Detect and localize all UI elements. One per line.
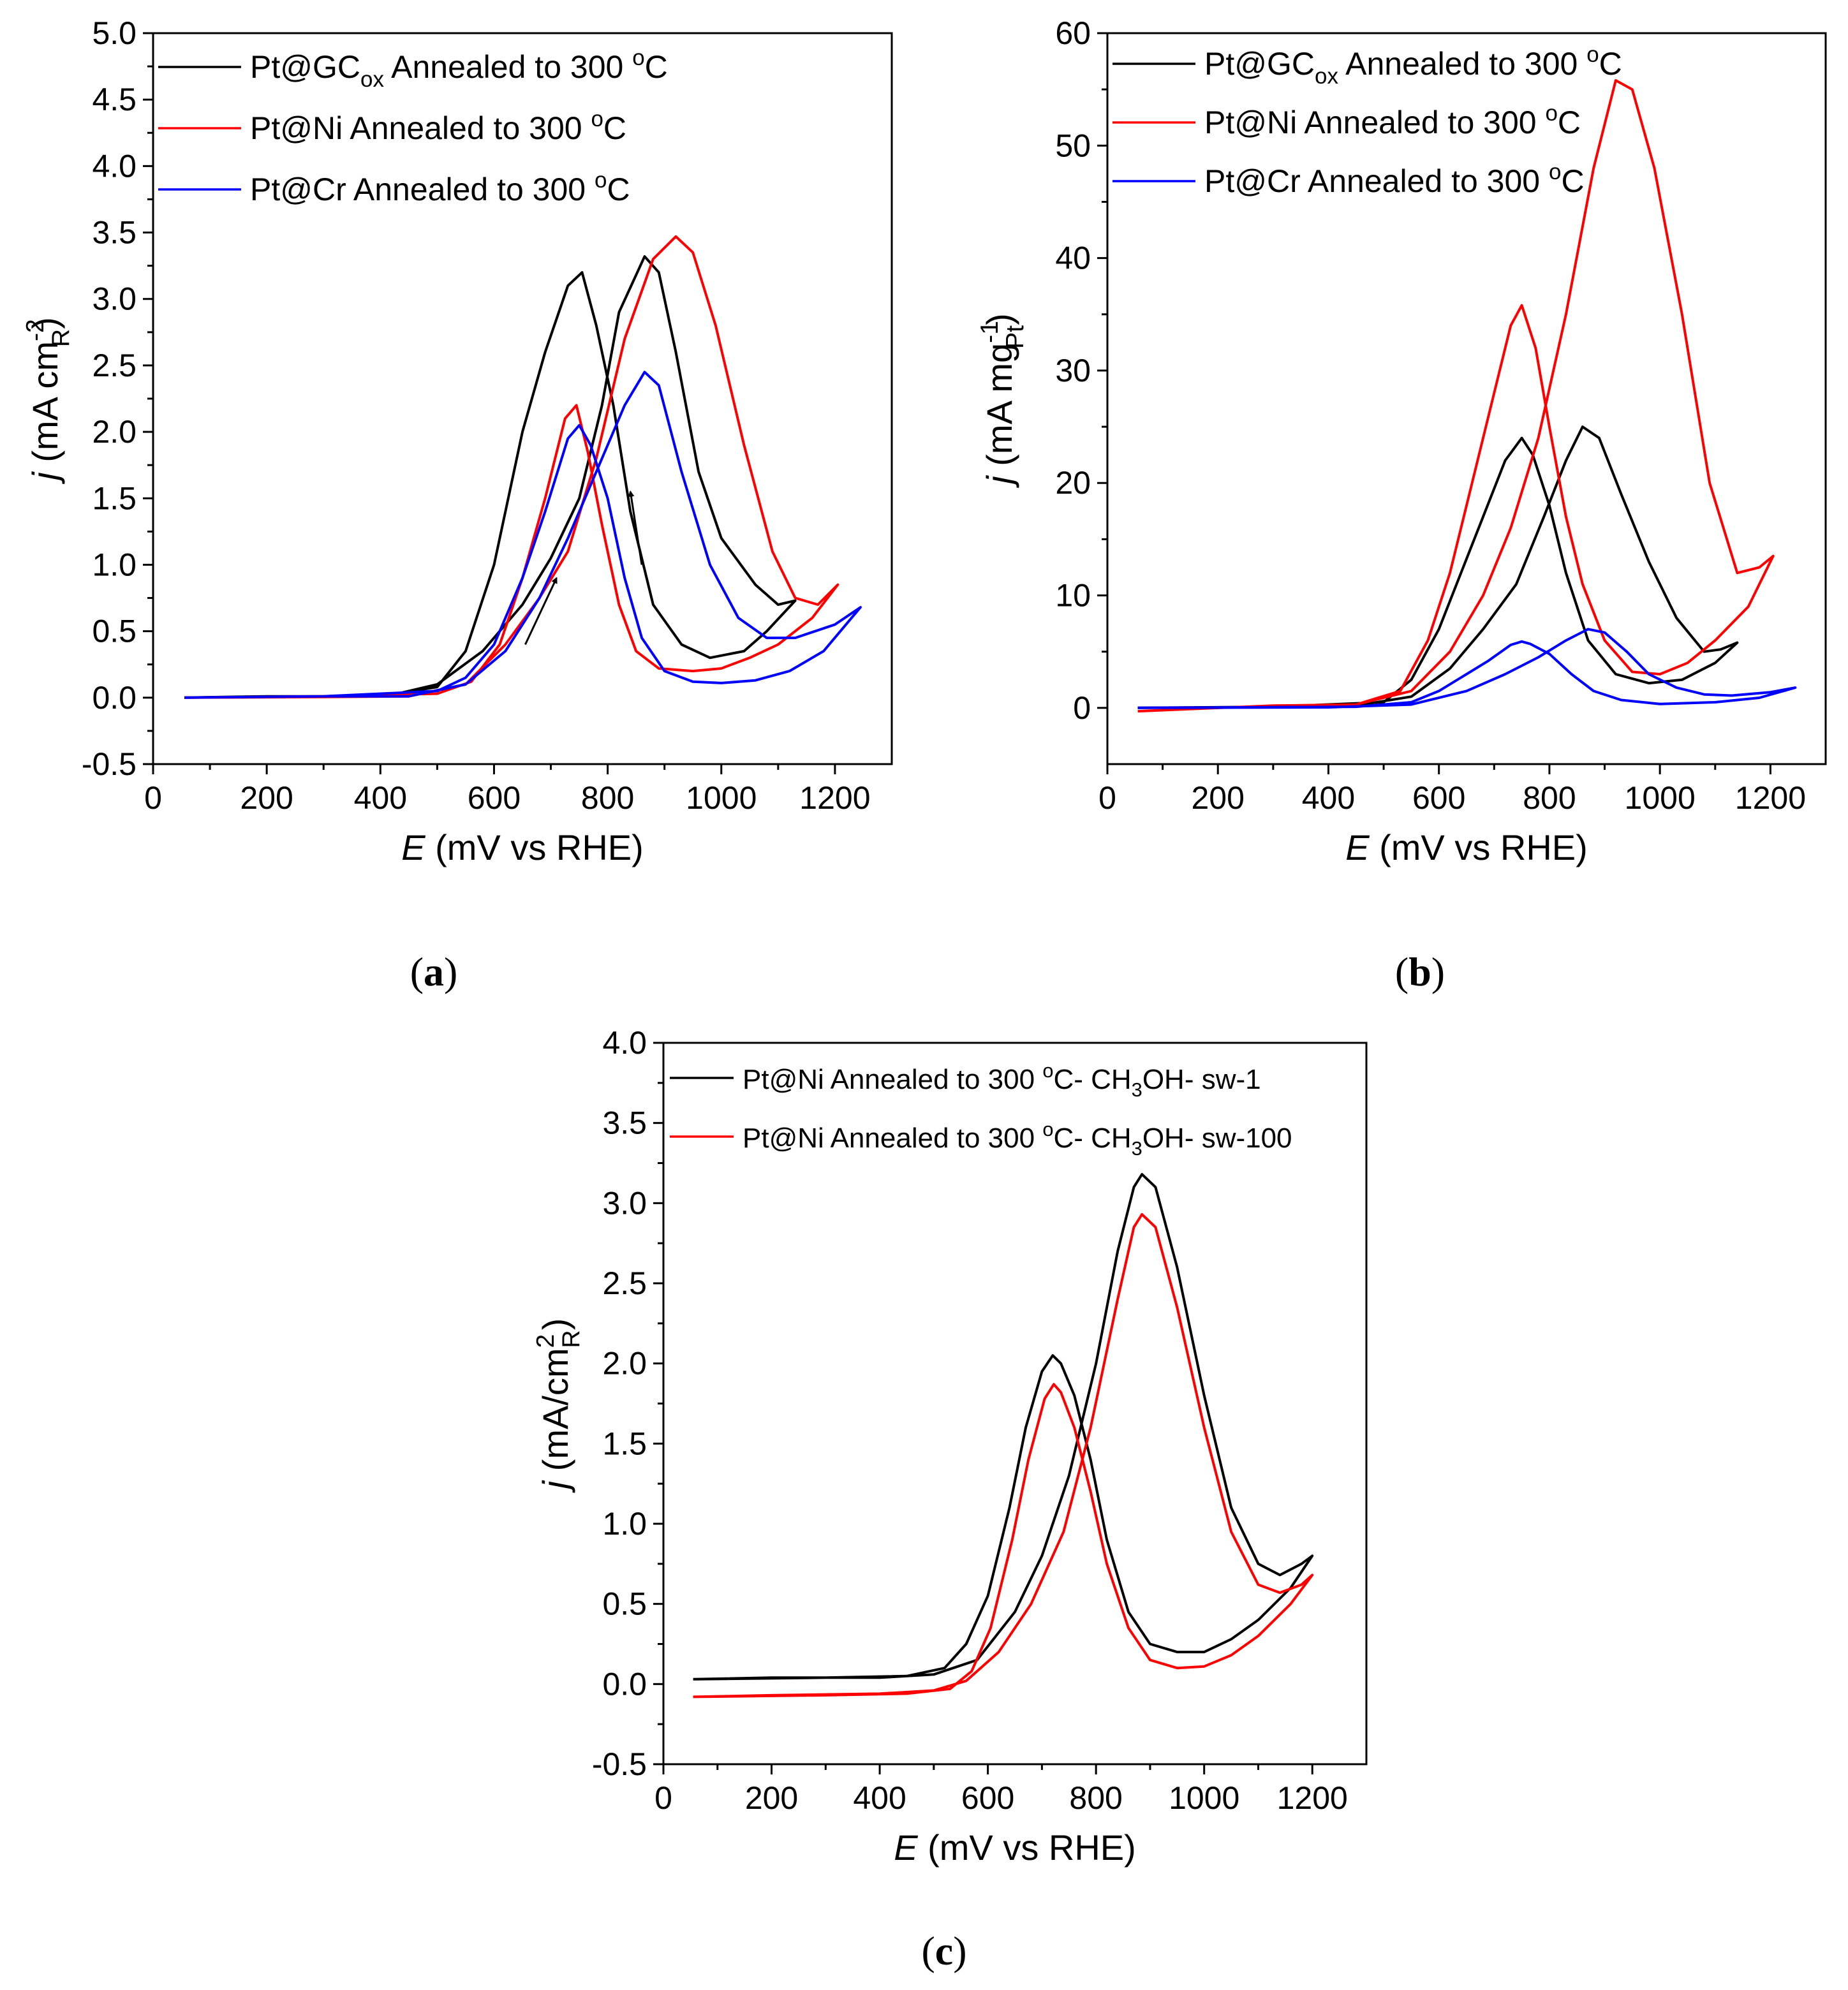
y-tick-label: 1.0 xyxy=(602,1506,647,1542)
y-tick-label: 3.0 xyxy=(602,1185,647,1221)
x-tick-label: 1200 xyxy=(1277,1780,1348,1816)
y-tick-label: 3.5 xyxy=(92,215,137,251)
x-axis-title: E (mV vs RHE) xyxy=(894,1827,1136,1868)
legend-entry: Pt@GCox Annealed to 300 oC xyxy=(1204,42,1622,89)
legend-entry: Pt@Ni Annealed to 300 oC xyxy=(1204,101,1581,140)
legend-entry: Pt@GCox Annealed to 300 oC xyxy=(250,45,668,92)
y-tick-label: 0.5 xyxy=(92,614,137,649)
x-tick-label: 0 xyxy=(654,1780,672,1816)
panel-b: 0 200 400 600 800 1000 1200 0 10 20 30 40 50 60 E (mV … xyxy=(976,15,1827,994)
y-tick-label: 1.5 xyxy=(92,480,137,516)
y-tick-label: 10 xyxy=(1055,578,1091,614)
y-tick-label: 1.0 xyxy=(92,547,137,582)
y-tick-label: 3.0 xyxy=(92,281,137,317)
legend-entry: Pt@Cr Annealed to 300 oC xyxy=(1204,159,1585,199)
x-tick-label: 800 xyxy=(1069,1780,1122,1816)
direction-arrow xyxy=(524,577,558,645)
y-axis-title: j (mA/cm2R) xyxy=(532,1318,585,1494)
series-line-1 xyxy=(1137,425,1739,709)
panel-caption: (b) xyxy=(1395,949,1445,994)
x-tick-label: 200 xyxy=(240,780,293,816)
direction-arrow xyxy=(628,490,643,565)
x-tick-label: 1000 xyxy=(1169,1780,1239,1816)
y-tick-label: 4.0 xyxy=(602,1025,647,1061)
y-tick-label: 20 xyxy=(1055,465,1091,501)
x-tick-label: 1200 xyxy=(1735,780,1806,816)
y-tick-label: 50 xyxy=(1055,128,1091,163)
x-tick-label: 400 xyxy=(1302,780,1355,816)
y-tick-label: 0.0 xyxy=(92,680,137,716)
y-tick-label: 4.0 xyxy=(92,148,137,184)
x-tick-label: 0 xyxy=(144,780,162,816)
series-line-1 xyxy=(184,255,797,699)
series-line-2 xyxy=(184,235,839,699)
x-tick-label: 400 xyxy=(853,1780,906,1816)
y-tick-label: 0.0 xyxy=(602,1666,647,1702)
x-tick-label: 800 xyxy=(581,780,634,816)
legend-entry: Pt@Ni Annealed to 300 oC- CH3OH- sw-100 xyxy=(743,1118,1292,1160)
x-tick-label: 1000 xyxy=(686,780,757,816)
y-tick-label: 40 xyxy=(1055,240,1091,276)
x-tick-label: 800 xyxy=(1523,780,1576,816)
y-tick-label: 0.5 xyxy=(602,1586,647,1622)
series-line-1 xyxy=(693,1173,1314,1681)
y-tick-label: 2.5 xyxy=(92,348,137,383)
y-tick-label: 60 xyxy=(1055,15,1091,51)
x-tick-label: 600 xyxy=(468,780,521,816)
y-tick-label: -0.5 xyxy=(82,746,137,782)
y-tick-label: 5.0 xyxy=(92,15,137,51)
y-tick-label: 2.0 xyxy=(92,414,137,450)
y-tick-label: 3.5 xyxy=(602,1105,647,1141)
panel-a: 0 200 400 600 800 1000 1200 -0.5 0.0 0.5 1.0 1.5 2.0… xyxy=(22,15,893,994)
y-tick-label: 2.5 xyxy=(602,1265,647,1301)
plot-frame xyxy=(1106,32,1827,765)
series-line-3 xyxy=(184,371,862,699)
series-line-2 xyxy=(1137,79,1775,713)
x-axis-title: E (mV vs RHE) xyxy=(1345,827,1588,867)
x-tick-label: 1200 xyxy=(799,780,870,816)
legend-entry: Pt@Ni Annealed to 300 oC xyxy=(250,107,626,146)
x-tick-label: 0 xyxy=(1098,780,1116,816)
y-tick-label: -0.5 xyxy=(592,1746,647,1782)
x-tick-label: 200 xyxy=(1192,780,1245,816)
series-line-3 xyxy=(1137,628,1797,709)
panel-caption: (c) xyxy=(921,1928,966,1973)
y-tick-label: 0 xyxy=(1073,690,1091,726)
x-axis-title: E (mV vs RHE) xyxy=(401,827,644,867)
y-tick-label: 1.5 xyxy=(602,1426,647,1461)
y-tick-label: 30 xyxy=(1055,353,1091,388)
y-axis-title: j (mA cm-2R) xyxy=(22,317,75,485)
y-tick-label: 2.0 xyxy=(602,1346,647,1382)
y-tick-label: 4.5 xyxy=(92,82,137,117)
legend-entry: Pt@Ni Annealed to 300 oC- CH3OH- sw-1 xyxy=(743,1059,1261,1101)
x-tick-label: 200 xyxy=(745,1780,798,1816)
legend-entry: Pt@Cr Annealed to 300 oC xyxy=(250,168,630,207)
x-tick-label: 1000 xyxy=(1625,780,1696,816)
x-tick-label: 600 xyxy=(1412,780,1465,816)
x-tick-label: 400 xyxy=(354,780,407,816)
series-line-2 xyxy=(693,1212,1314,1699)
x-tick-label: 600 xyxy=(961,1780,1014,1816)
panel-caption: (a) xyxy=(410,949,458,994)
panel-c: 0 200 400 600 800 1000 1200 -0.5 0.0 0.5 1.0 1.5 2.0… xyxy=(532,1025,1368,1973)
y-axis-title: j (mA mg-1Pt) xyxy=(976,313,1029,488)
